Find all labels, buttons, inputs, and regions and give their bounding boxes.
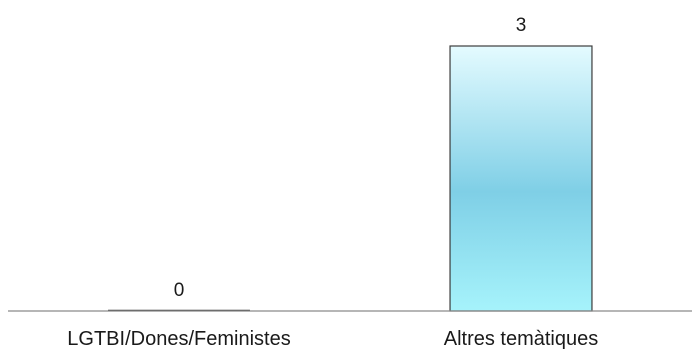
bar-1 (449, 45, 593, 312)
bars-group (108, 45, 593, 312)
category-label-1: Altres temàtiques (444, 328, 599, 350)
data-label-1: 3 (516, 15, 527, 36)
category-label-0: LGTBI/Dones/Feministes (67, 328, 290, 350)
labels-group: 0 LGTBI/Dones/Feministes 3 Altres temàtique… (67, 15, 598, 350)
data-label-0: 0 (174, 280, 185, 301)
